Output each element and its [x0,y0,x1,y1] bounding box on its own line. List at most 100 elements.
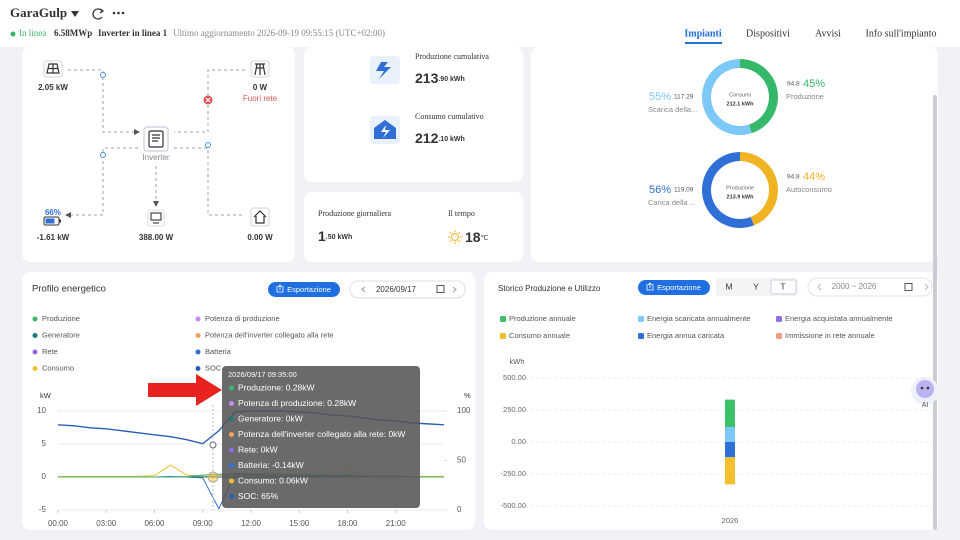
period-option[interactable]: T [780,281,785,291]
legend-marker [32,333,38,338]
cursor-point [207,471,219,483]
calendar-icon[interactable] [436,285,445,293]
legend-label: Potenza dell'inverter collegato alla ret… [205,330,334,339]
dropdown-caret[interactable] [71,11,79,17]
legend-marker [195,349,201,355]
export-button[interactable] [638,280,710,295]
capacity: 6.58MWp [54,28,92,38]
export-label[interactable]: Esportazione [657,283,701,292]
bar-segment [725,442,735,458]
y-tick-label: 0 [42,472,47,481]
range-arrows[interactable] [817,283,929,291]
tab[interactable]: Dispositivi [746,28,790,39]
donut-percent: 55% [649,91,671,103]
donut-category: Autoconsumo [786,185,832,194]
period-selected [770,279,797,295]
x-tick-label: 18:00 [337,519,358,528]
date-picker[interactable] [349,280,466,299]
donut-center-title: Produzione [726,185,754,191]
value-integer: 1 [318,228,326,244]
consumption-icon [370,116,400,144]
tooltip-marker [229,494,234,499]
plant-title[interactable]: GaraGulp [10,5,67,20]
donut-amount: 94.8 [787,81,800,88]
legend-marker [195,316,201,322]
assistant-eye [926,386,930,390]
tab-underline [685,42,722,44]
battery-soc: 66% [45,208,61,217]
battery-power: -1.61 kW [37,233,70,242]
legend-marker [195,333,201,338]
inverter-icon [143,126,169,152]
value-decimal: .10 kWh [438,136,464,143]
tooltip-item: Rete: 0kW [238,444,278,454]
refresh-icon[interactable] [92,8,105,20]
export-icon [276,284,284,293]
date-arrows[interactable] [361,286,457,293]
sun-icon [448,230,462,244]
legend-marker [32,349,38,355]
x-tick-label: 2026 [722,516,739,525]
donut-percent: 45% [803,78,825,90]
period-option[interactable]: Y [753,281,759,291]
chart-title: Storico Produzione e Utilizzo [498,284,601,293]
legend-label: Generatore [42,330,80,339]
y-axis-label: kWh [510,357,525,366]
status: In linea [19,28,46,38]
y-tick-label: 250.00 [503,405,526,414]
x-tick-label: 09:00 [193,519,214,528]
x-tick-label: 00:00 [48,519,69,528]
legend-marker [776,316,782,322]
inverter-label: Inverter [142,153,169,162]
tooltip-marker [229,401,234,406]
value-integer: 213 [415,70,439,86]
status-dot [10,31,16,37]
legend-label: SOC [205,363,222,372]
pv-power: 2.05 kW [38,83,68,92]
assistant-label[interactable]: AI [922,402,929,409]
range-value[interactable]: 2000 ~ 2026 [832,282,877,291]
legend-label: Produzione annuale [509,314,576,323]
tooltip-item: Generatore: 0kW [238,413,303,423]
legend-label: Batteria [205,347,232,356]
y-tick-label: 10 [37,406,46,415]
export-label[interactable]: Esportazione [287,285,331,294]
header-bar [0,0,960,47]
calendar-icon[interactable] [904,283,913,291]
period-option[interactable]: M [725,281,732,291]
tooltip-item: SOC: 65% [238,491,279,501]
flow-panel [22,47,295,262]
donut-category: Produzione [786,92,824,101]
legend-label: Potenza di produzione [205,314,280,323]
battery-icon [43,216,61,226]
x-tick-label: 21:00 [386,519,407,528]
y-tick-label: 500.00 [503,373,526,382]
legend-marker [500,333,506,339]
donut-center-value: 213.9 kWh [727,194,755,200]
inverter-status: Inverter in linea 1 [98,28,168,38]
card-label: Produzione cumulativa [415,52,489,61]
grid-status: Fuori rete [243,94,278,103]
pointer-arrow [148,374,222,406]
tab[interactable]: Impianti [684,28,721,39]
tooltip-item: Produzione: 0.28kW [238,382,315,392]
grid-power: 0 W [253,83,268,92]
card-value: 212.10 kWh [415,130,465,146]
range-picker[interactable] [807,277,933,297]
more-icon[interactable] [112,11,125,15]
date-value[interactable]: 2026/09/17 [376,285,417,294]
card-value: 1.50 kWh [318,228,352,244]
assistant-avatar[interactable] [916,380,934,398]
legend-label: Produzione [42,314,80,323]
pv-icon [43,60,63,78]
history-panel [484,272,938,530]
tooltip-marker [229,478,234,484]
scrollbar[interactable] [933,95,937,530]
ups-power: 388.00 W [139,233,174,242]
value-unit: ℃ [481,235,489,242]
y-tick-label: -5 [39,505,47,514]
export-button[interactable] [268,282,340,297]
tab[interactable]: Avvisi [815,28,841,39]
tab[interactable]: Info sull'impianto [866,28,937,39]
legend-marker [500,316,506,322]
